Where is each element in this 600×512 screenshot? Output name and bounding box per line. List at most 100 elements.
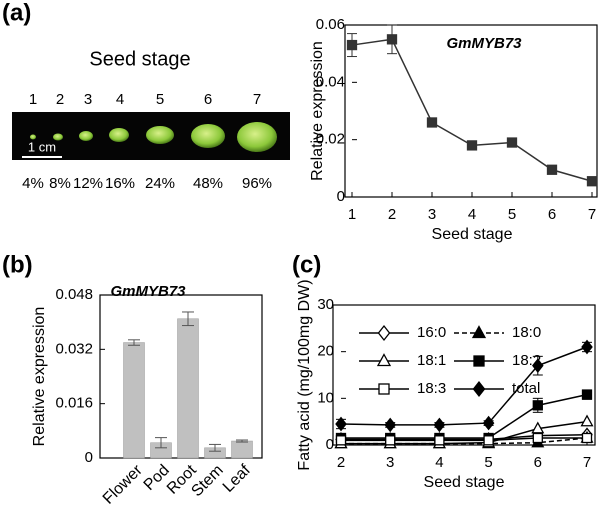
legend-entry: 18:3 xyxy=(359,380,446,397)
marker xyxy=(580,414,594,427)
marker xyxy=(532,400,543,411)
oil-label: 12% xyxy=(73,175,103,192)
marker xyxy=(581,389,593,400)
legend-label: 18:3 xyxy=(417,380,446,397)
oil-label: 96% xyxy=(242,175,272,192)
marker xyxy=(531,421,545,434)
chart-title: GmMYB73 xyxy=(110,283,186,300)
legend-entry: 18:2 xyxy=(454,352,541,369)
x-tick-label: 4 xyxy=(435,454,443,471)
legend-marker xyxy=(473,355,485,367)
panel-label: (c) xyxy=(292,251,321,278)
marker xyxy=(426,117,438,128)
stage-label: 2 xyxy=(56,91,64,108)
chart-title: GmMYB73 xyxy=(446,35,522,52)
y-tick-label: 0.06 xyxy=(316,16,345,33)
legend-label: 18:1 xyxy=(417,352,446,369)
marker xyxy=(546,164,558,175)
x-tick-label: 3 xyxy=(428,206,436,223)
x-tick-label: Stem xyxy=(188,462,226,500)
legend-marker xyxy=(377,324,391,342)
x-tick-label: 2 xyxy=(337,454,345,471)
stage-label: 5 xyxy=(156,91,164,108)
oil-label: 16% xyxy=(105,175,135,192)
seeds xyxy=(30,122,277,152)
x-tick-label: 5 xyxy=(484,454,492,471)
legend-marker xyxy=(376,353,392,367)
marker xyxy=(466,140,478,151)
legend-label: 16:0 xyxy=(417,324,446,341)
marker xyxy=(386,34,398,45)
legend-marker xyxy=(471,325,487,339)
seed-title: Seed stage xyxy=(89,48,190,70)
oil-label: 8% xyxy=(49,175,71,192)
legend-entry: 18:0 xyxy=(454,324,541,341)
legend-label: total xyxy=(512,380,540,397)
marker xyxy=(532,432,543,444)
series-line xyxy=(341,433,588,441)
marker xyxy=(586,176,598,187)
y-tick-label: 0 xyxy=(326,436,334,453)
bar xyxy=(123,342,145,459)
y-tick-label: 10 xyxy=(317,389,334,406)
legend-marker xyxy=(378,383,390,395)
y-tick-label: 0.032 xyxy=(55,340,93,357)
stage-label: 4 xyxy=(116,91,124,108)
series-line xyxy=(340,346,588,426)
y-tick-label: 0.02 xyxy=(316,131,345,148)
y-tick-label: 0.016 xyxy=(55,395,93,412)
marker xyxy=(581,432,593,444)
x-tick-label: 7 xyxy=(583,454,591,471)
marker xyxy=(482,415,495,431)
marker xyxy=(434,435,445,446)
series-line xyxy=(341,437,587,442)
bar xyxy=(231,440,253,459)
x-tick-label: 3 xyxy=(386,454,394,471)
marker xyxy=(433,417,446,433)
plot-frame xyxy=(344,24,598,198)
legend-entry: total xyxy=(454,380,540,398)
x-tick-label: 4 xyxy=(468,206,476,223)
panel-label: (a) xyxy=(2,0,31,26)
y-tick-label: 20 xyxy=(317,343,334,360)
marker xyxy=(483,435,494,446)
x-tick-label: 1 xyxy=(348,206,356,223)
marker xyxy=(346,39,358,51)
x-axis-label: Seed stage xyxy=(432,226,513,243)
y-tick-label: 0.04 xyxy=(316,73,345,90)
marker xyxy=(335,435,347,446)
stage-label: 7 xyxy=(253,91,261,108)
marker xyxy=(581,339,593,355)
y-axis-label: Relative expression xyxy=(309,41,326,181)
series-line xyxy=(341,420,588,445)
y-tick-label: 0.048 xyxy=(55,286,93,303)
series-line xyxy=(341,393,588,439)
x-axis-label: Seed stage xyxy=(424,474,505,491)
legend-label: 18:0 xyxy=(512,324,541,341)
x-tick-label: Flower xyxy=(100,461,146,507)
marker xyxy=(335,416,347,432)
y-tick-label: 30 xyxy=(317,296,334,313)
x-tick-label: 7 xyxy=(588,206,596,223)
marker xyxy=(532,358,544,374)
marker xyxy=(506,137,518,148)
legend-entry: 16:0 xyxy=(359,324,446,342)
oil-label: 24% xyxy=(145,175,175,192)
x-tick-label: Leaf xyxy=(220,461,254,495)
panel-label: (b) xyxy=(2,251,33,278)
y-axis-label: Relative expression xyxy=(31,307,48,447)
series-line xyxy=(351,38,593,182)
scale-label: 1 cm xyxy=(28,139,56,154)
oil-label: 48% xyxy=(193,175,223,192)
marker xyxy=(385,435,396,446)
legend-label: 18:2 xyxy=(512,352,541,369)
stage-label: 6 xyxy=(204,91,212,108)
y-tick-label: 0 xyxy=(337,188,345,205)
x-tick-label: 6 xyxy=(548,206,556,223)
stage-label: 1 xyxy=(29,91,37,108)
plot-frame xyxy=(332,304,596,446)
x-tick-label: 5 xyxy=(508,206,516,223)
stage-label: 3 xyxy=(84,91,92,108)
